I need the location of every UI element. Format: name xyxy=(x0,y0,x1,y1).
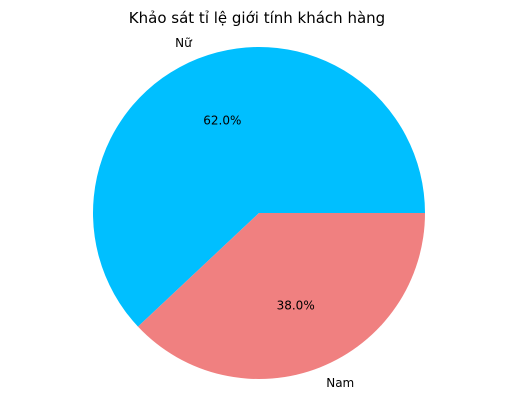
pie-slices xyxy=(92,46,426,379)
chart-title: Khảo sát tỉ lệ giới tính khách hàng xyxy=(129,9,385,27)
pie-labels: Nữ 62.0% Nam 38.0% xyxy=(175,36,354,390)
slice-percent-label: 38.0% xyxy=(277,299,315,313)
pie-slice-1 xyxy=(137,213,426,379)
slice-category-label: Nam xyxy=(326,376,354,390)
pie-slice-0 xyxy=(92,46,426,327)
slice-category-label: Nữ xyxy=(175,36,193,50)
slice-percent-label: 62.0% xyxy=(203,113,241,127)
